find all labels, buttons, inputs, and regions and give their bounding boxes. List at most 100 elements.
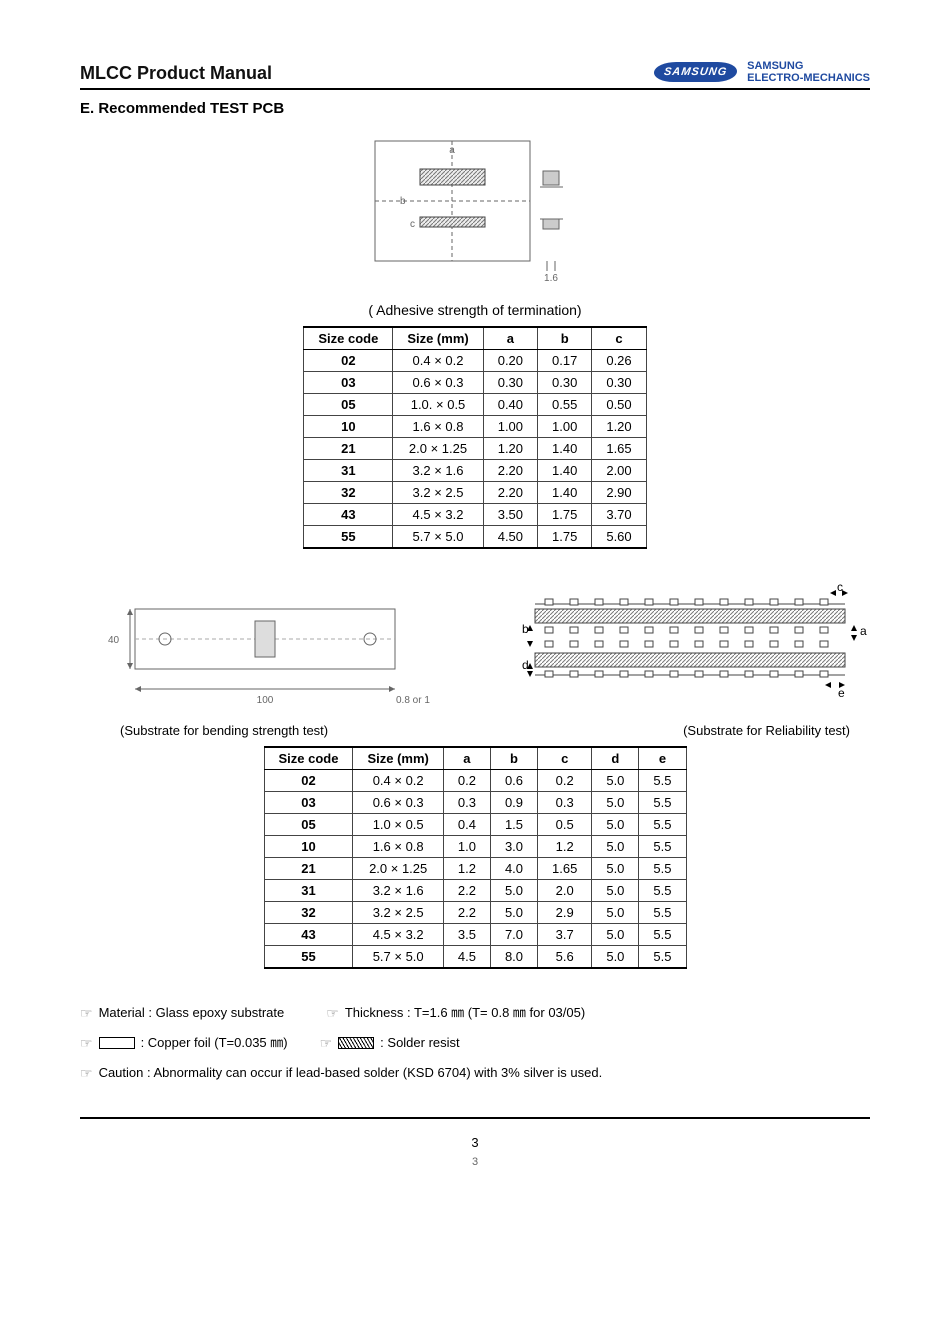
- svg-text:b: b: [400, 196, 406, 207]
- table-row: 212.0 × 1.251.24.01.655.05.5: [264, 858, 686, 880]
- table-header: a: [483, 327, 537, 350]
- table-cell: 02: [264, 770, 353, 792]
- table-cell: 0.6 × 0.3: [393, 372, 483, 394]
- note-material: Material : Glass epoxy substrate: [99, 1000, 285, 1026]
- table-cell: 0.50: [592, 394, 646, 416]
- table-cell: 3.50: [483, 504, 537, 526]
- doc-title: MLCC Product Manual: [80, 63, 272, 84]
- table-cell: 0.9: [490, 792, 537, 814]
- table-cell: 3.2 × 1.6: [393, 460, 483, 482]
- table-row: 051.0 × 0.50.41.50.55.05.5: [264, 814, 686, 836]
- table-cell: 5.5: [639, 792, 686, 814]
- svg-text:40: 40: [108, 635, 120, 646]
- table-cell: 2.2: [443, 880, 490, 902]
- table-cell: 5.5: [639, 902, 686, 924]
- pointer-icon: ☞: [326, 999, 339, 1027]
- table-cell: 0.3: [538, 792, 592, 814]
- rel-diagram: c b d a e: [490, 579, 870, 719]
- table-cell: 0.4 × 0.2: [353, 770, 443, 792]
- table-cell: 21: [264, 858, 353, 880]
- table-cell: 4.5: [443, 946, 490, 969]
- svg-text:c: c: [410, 219, 415, 230]
- table-header: Size code: [264, 747, 353, 770]
- table-header: c: [592, 327, 646, 350]
- svg-text:a: a: [860, 624, 867, 638]
- table-cell: 1.20: [483, 438, 537, 460]
- svg-text:e: e: [838, 686, 845, 700]
- table-row: 434.5 × 3.23.57.03.75.05.5: [264, 924, 686, 946]
- rel-caption: (Substrate for Reliability test): [683, 723, 850, 738]
- page-num-bottom: 3: [80, 1154, 870, 1172]
- table-cell: 7.0: [490, 924, 537, 946]
- mid-diagrams: 40 100 0.8 or 1.6: [80, 579, 870, 719]
- table-cell: 1.0 × 0.5: [353, 814, 443, 836]
- table-row: 030.6 × 0.30.30.90.35.05.5: [264, 792, 686, 814]
- table-cell: 03: [304, 372, 393, 394]
- table-cell: 10: [264, 836, 353, 858]
- table-cell: 1.0. × 0.5: [393, 394, 483, 416]
- table-cell: 31: [264, 880, 353, 902]
- note-caution: Caution : Abnormality can occur if lead-…: [99, 1060, 603, 1086]
- table-cell: 55: [264, 946, 353, 969]
- table-cell: 5.5: [639, 858, 686, 880]
- table-cell: 1.6 × 0.8: [353, 836, 443, 858]
- table-cell: 4.5 × 3.2: [393, 504, 483, 526]
- table-cell: 32: [304, 482, 393, 504]
- table-cell: 5.0: [592, 814, 639, 836]
- table-cell: 1.65: [592, 438, 646, 460]
- pointer-icon: ☞: [80, 1029, 93, 1057]
- table-cell: 5.60: [592, 526, 646, 549]
- table-cell: 8.0: [490, 946, 537, 969]
- table-header: Size (mm): [393, 327, 483, 350]
- solder-swatch-icon: [338, 1037, 374, 1049]
- table-header: b: [538, 327, 592, 350]
- table-cell: 1.40: [538, 460, 592, 482]
- table-cell: 5.0: [592, 836, 639, 858]
- table-cell: 0.2: [443, 770, 490, 792]
- table-header: Size (mm): [353, 747, 443, 770]
- table-cell: 5.7 × 5.0: [393, 526, 483, 549]
- table-cell: 0.2: [538, 770, 592, 792]
- table-cell: 1.65: [538, 858, 592, 880]
- table-cell: 1.00: [538, 416, 592, 438]
- svg-text:a: a: [449, 145, 455, 156]
- svg-text:0.8 or 1.6: 0.8 or 1.6: [396, 695, 430, 706]
- table-cell: 2.0: [538, 880, 592, 902]
- svg-text:b: b: [522, 622, 529, 636]
- table-cell: 3.7: [538, 924, 592, 946]
- table-cell: 0.30: [538, 372, 592, 394]
- table-cell: 43: [304, 504, 393, 526]
- table-cell: 2.90: [592, 482, 646, 504]
- adhesive-table: Size codeSize (mm)abc 020.4 × 0.20.200.1…: [303, 326, 646, 549]
- table-cell: 43: [264, 924, 353, 946]
- table-cell: 2.0 × 1.25: [353, 858, 443, 880]
- svg-text:d: d: [522, 658, 529, 672]
- notes: ☞ Material : Glass epoxy substrate ☞ Thi…: [80, 999, 870, 1087]
- note-solder: : Solder resist: [380, 1030, 459, 1056]
- bend-diagram: 40 100 0.8 or 1.6: [80, 579, 430, 719]
- table-cell: 1.6 × 0.8: [393, 416, 483, 438]
- table-cell: 2.0 × 1.25: [393, 438, 483, 460]
- table-cell: 5.0: [592, 858, 639, 880]
- table-cell: 05: [304, 394, 393, 416]
- table-cell: 5.0: [490, 880, 537, 902]
- table-row: 313.2 × 1.62.201.402.00: [304, 460, 646, 482]
- note-copper: : Copper foil (T=0.035 ㎜): [141, 1030, 288, 1056]
- footer-rule: [80, 1117, 870, 1119]
- table-cell: 3.5: [443, 924, 490, 946]
- copper-swatch-icon: [99, 1037, 135, 1049]
- table-cell: 5.5: [639, 924, 686, 946]
- table-cell: 5.7 × 5.0: [353, 946, 443, 969]
- table-cell: 4.50: [483, 526, 537, 549]
- header: MLCC Product Manual SAMSUNG SAMSUNG ELEC…: [80, 60, 870, 84]
- header-rule: [80, 88, 870, 90]
- note-thickness: Thickness : T=1.6 ㎜ (T= 0.8 ㎜ for 03/05): [345, 1000, 585, 1026]
- table-cell: 0.3: [443, 792, 490, 814]
- table-header: e: [639, 747, 686, 770]
- table-cell: 5.5: [639, 770, 686, 792]
- table-cell: 0.30: [483, 372, 537, 394]
- table-header: d: [592, 747, 639, 770]
- page-num-top: 3: [80, 1133, 870, 1154]
- table-cell: 5.0: [592, 902, 639, 924]
- section-title: E. Recommended TEST PCB: [80, 100, 870, 117]
